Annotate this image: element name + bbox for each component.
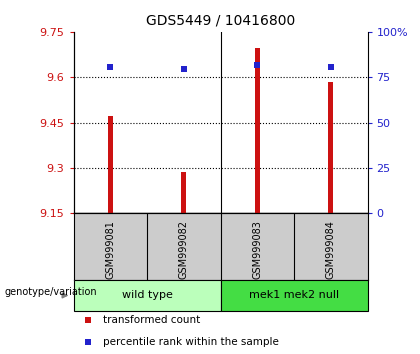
Text: percentile rank within the sample: percentile rank within the sample (103, 337, 279, 347)
Bar (328, 82, 333, 213)
Text: GSM999084: GSM999084 (326, 220, 336, 279)
Bar (108, 116, 113, 213)
FancyBboxPatch shape (220, 280, 368, 310)
Text: GSM999082: GSM999082 (179, 220, 189, 279)
Bar (255, 48, 260, 213)
Text: transformed count: transformed count (103, 315, 200, 325)
FancyBboxPatch shape (74, 280, 220, 310)
Text: GSM999081: GSM999081 (105, 220, 115, 279)
Text: mek1 mek2 null: mek1 mek2 null (249, 290, 339, 301)
Text: genotype/variation: genotype/variation (4, 287, 97, 297)
Text: wild type: wild type (121, 290, 173, 301)
Title: GDS5449 / 10416800: GDS5449 / 10416800 (146, 14, 295, 28)
Text: GSM999083: GSM999083 (252, 220, 262, 279)
Bar (181, 172, 186, 213)
